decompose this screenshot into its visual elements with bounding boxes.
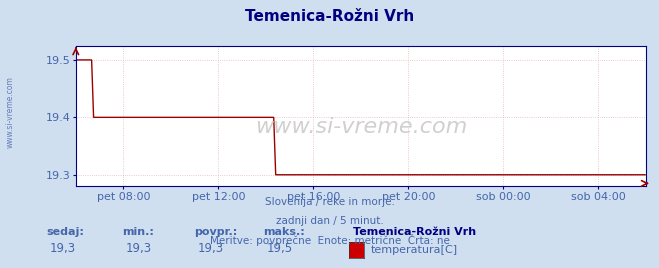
Text: www.si-vreme.com: www.si-vreme.com	[6, 77, 15, 148]
Text: Temenica-Rožni Vrh: Temenica-Rožni Vrh	[245, 9, 414, 24]
Text: sedaj:: sedaj:	[46, 227, 84, 237]
Text: Meritve: povprečne  Enote: metrične  Črta: ne: Meritve: povprečne Enote: metrične Črta:…	[210, 234, 449, 247]
Text: povpr.:: povpr.:	[194, 227, 238, 237]
Text: temperatura[C]: temperatura[C]	[371, 245, 458, 255]
Text: min.:: min.:	[122, 227, 154, 237]
Text: maks.:: maks.:	[264, 227, 305, 237]
Text: 19,3: 19,3	[49, 242, 76, 255]
Text: 19,5: 19,5	[267, 242, 293, 255]
Text: Temenica-Rožni Vrh: Temenica-Rožni Vrh	[353, 227, 476, 237]
Text: www.si-vreme.com: www.si-vreme.com	[254, 117, 467, 137]
Text: zadnji dan / 5 minut.: zadnji dan / 5 minut.	[275, 216, 384, 226]
Text: 19,3: 19,3	[125, 242, 152, 255]
Text: 19,3: 19,3	[198, 242, 224, 255]
Text: Slovenija / reke in morje.: Slovenija / reke in morje.	[264, 197, 395, 207]
